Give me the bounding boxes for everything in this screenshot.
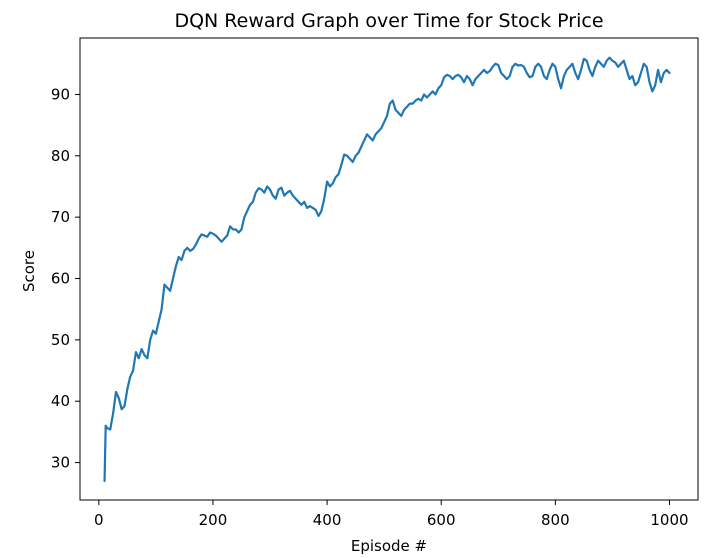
axes-layer: 0 200 400 600 800 1000 30 40 50 60 70 80 90 <box>51 37 699 529</box>
chart-title: DQN Reward Graph over Time for Stock Pri… <box>174 10 603 32</box>
y-tick-label-60: 60 <box>51 270 70 288</box>
y-tick-label-70: 70 <box>51 208 70 226</box>
y-tick-label-90: 90 <box>51 85 70 103</box>
x-tick-label-0: 0 <box>94 511 104 529</box>
x-axis-label: Episode # <box>351 537 427 555</box>
plot-area-background <box>80 38 698 500</box>
x-tick-label-1000: 1000 <box>650 511 688 529</box>
data-layer <box>103 56 671 483</box>
y-axis-label: Score <box>20 250 38 292</box>
series-line-0 <box>103 56 671 483</box>
x-tick-label-400: 400 <box>313 511 342 529</box>
x-tick-label-200: 200 <box>199 511 228 529</box>
y-tick-label-50: 50 <box>51 331 70 349</box>
plot-frame <box>79 37 699 501</box>
y-tick-label-40: 40 <box>51 392 70 410</box>
y-tick-label-30: 30 <box>51 454 70 472</box>
x-tick-label-600: 600 <box>427 511 456 529</box>
y-tick-label-80: 80 <box>51 147 70 165</box>
x-tick-label-800: 800 <box>541 511 570 529</box>
